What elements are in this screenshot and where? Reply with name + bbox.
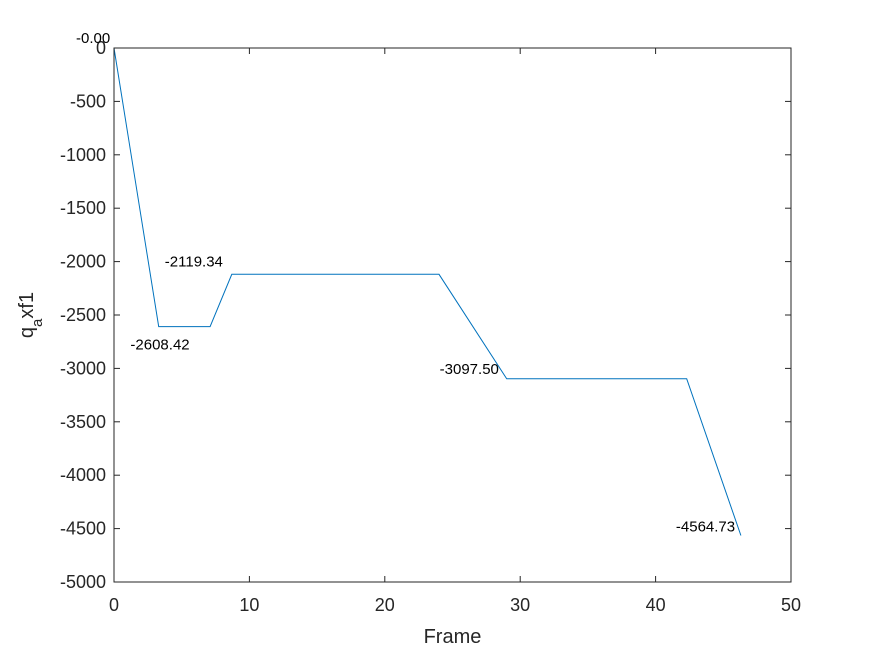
- x-tick-label: 50: [781, 595, 801, 615]
- y-tick-label: -4500: [60, 519, 106, 539]
- x-tick-label: 30: [510, 595, 530, 615]
- y-tick-label: -2000: [60, 252, 106, 272]
- data-labels: -0.00 -2608.42 -2119.34 -3097.50 -4564.73: [76, 30, 735, 536]
- y-tick-label: -3000: [60, 358, 106, 378]
- data-label: -2608.42: [130, 337, 189, 354]
- y-tick-label: -1500: [60, 198, 106, 218]
- data-label: -2119.34: [165, 253, 223, 270]
- x-tick-label: 10: [239, 595, 259, 615]
- plot-box: [113, 47, 792, 583]
- y-tick-label: -3500: [60, 412, 106, 432]
- y-tick-label: -1000: [60, 145, 106, 165]
- x-axis-label: Frame: [424, 626, 482, 648]
- data-label: -4564.73: [676, 519, 735, 536]
- x-tick-label: 0: [109, 595, 119, 615]
- y-tick-label: 0: [96, 38, 106, 58]
- y-axis-label-sub: a: [29, 318, 46, 327]
- y-tick-label: -5000: [60, 572, 106, 592]
- y-axis-label-rest: xf1: [16, 292, 38, 319]
- axis-ticks: 0 10 20 30 40 50 0 -500 -1000 -1500 -2000 -2500 -300…: [60, 38, 801, 615]
- data-label: -0.00: [76, 30, 110, 47]
- x-tick-label: 20: [375, 595, 395, 615]
- y-axis-label: qaxf1: [16, 292, 46, 338]
- x-tick-label: 40: [646, 595, 666, 615]
- y-tick-label: -500: [70, 91, 106, 111]
- y-tick-label: -4000: [60, 465, 106, 485]
- y-axis-label-base: q: [16, 327, 38, 338]
- data-label: -3097.50: [440, 361, 499, 378]
- y-tick-label: -2500: [60, 305, 106, 325]
- series-group: [113, 47, 742, 536]
- plot-area: [114, 48, 791, 582]
- series-line: [113, 47, 742, 536]
